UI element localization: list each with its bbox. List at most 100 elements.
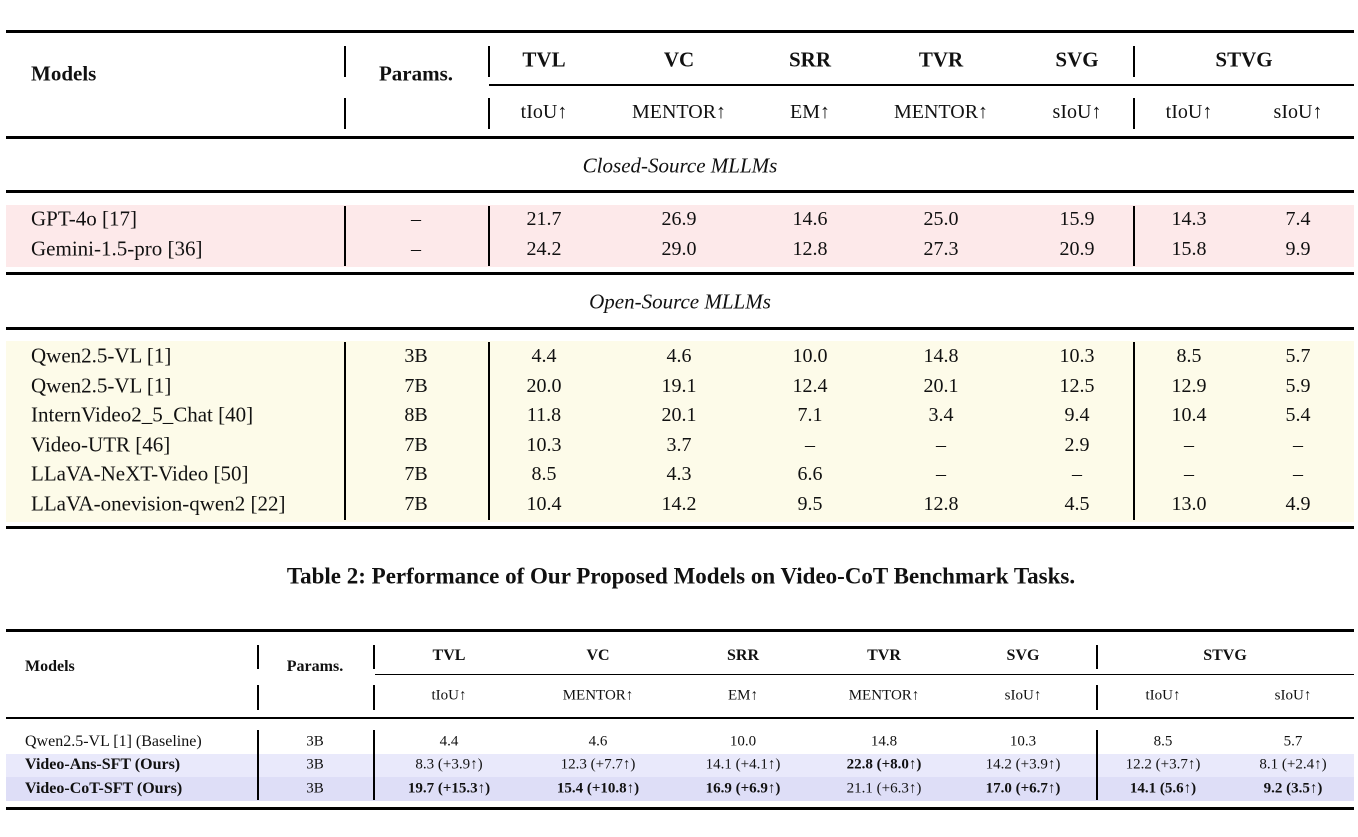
score-cell: 20.1 xyxy=(923,374,959,397)
column-divider xyxy=(373,685,375,710)
score-cell: 12.2 (+3.7↑) xyxy=(1125,756,1201,773)
params-cell: – xyxy=(411,237,421,260)
model-name-cell: Video-Ans-SFT (Ours) xyxy=(25,756,181,773)
score-cell: – xyxy=(936,463,946,485)
score-cell: 15.4 (+10.8↑) xyxy=(556,780,640,797)
score-cell: 11.8 xyxy=(526,404,562,426)
header-task-srr: SRR xyxy=(726,647,760,664)
column-divider xyxy=(1133,206,1135,266)
model-name-cell: Video-UTR [46] xyxy=(31,432,171,456)
score-cell: 15.9 xyxy=(1059,208,1095,230)
bottom-rule xyxy=(6,807,1354,810)
score-cell: 10.4 xyxy=(526,492,562,515)
top-rule xyxy=(6,30,1354,33)
header-task-tvl: TVL xyxy=(522,47,566,72)
score-cell: 14.1 (5.6↑) xyxy=(1129,780,1197,797)
params-cell: 3B xyxy=(404,345,428,367)
ours-highlight-band xyxy=(6,777,1354,801)
header-metric: EM↑ xyxy=(728,687,758,704)
column-divider xyxy=(1096,685,1098,710)
column-divider xyxy=(488,98,490,129)
score-cell: 29.0 xyxy=(661,237,697,260)
score-cell: 3.4 xyxy=(928,404,954,426)
column-divider xyxy=(1096,645,1098,669)
score-cell: 14.2 xyxy=(661,492,697,515)
section-rule xyxy=(6,327,1354,330)
column-divider xyxy=(1133,98,1135,129)
score-cell: 19.7 (+15.3↑) xyxy=(407,780,491,797)
section-rule xyxy=(6,190,1354,193)
model-name-cell: Gemini-1.5-pro [36] xyxy=(31,236,203,260)
header-bottom-rule xyxy=(6,717,1354,719)
section-rule xyxy=(6,272,1354,275)
score-cell: 12.8 xyxy=(923,492,959,515)
header-metric: sIoU↑ xyxy=(1273,101,1323,123)
score-cell: 8.5 xyxy=(1176,345,1202,367)
score-cell: 10.0 xyxy=(792,345,828,367)
section-title-open-source: Open-Source MLLMs xyxy=(589,289,771,314)
score-cell: 17.0 (+6.7↑) xyxy=(985,780,1061,797)
header-models: Models xyxy=(31,61,97,86)
header-metric: MENTOR↑ xyxy=(848,687,920,704)
open-source-band xyxy=(6,341,1354,522)
closed-source-band xyxy=(6,205,1354,267)
score-cell: 5.4 xyxy=(1285,404,1311,426)
header-task-vc: VC xyxy=(586,647,610,664)
section-title-closed-source: Closed-Source MLLMs xyxy=(582,153,778,178)
header-task-stvg: STVG xyxy=(1215,47,1273,72)
score-cell: 4.6 xyxy=(666,345,692,367)
score-cell: 13.0 xyxy=(1171,492,1207,515)
score-cell: 10.0 xyxy=(729,733,757,750)
header-metric: sIoU↑ xyxy=(1274,687,1312,704)
score-cell: 3.7 xyxy=(666,433,692,456)
score-cell: 21.7 xyxy=(526,208,562,230)
column-divider xyxy=(373,645,375,669)
score-cell: 27.3 xyxy=(923,237,959,260)
score-cell: 4.3 xyxy=(666,463,692,485)
column-divider xyxy=(373,730,375,800)
score-cell: 20.1 xyxy=(661,404,697,426)
score-cell: 5.9 xyxy=(1285,374,1311,397)
score-cell: – xyxy=(1184,433,1194,456)
score-cell: 8.5 xyxy=(1153,733,1173,750)
params-cell: 7B xyxy=(404,374,428,397)
header-metric: MENTOR↑ xyxy=(631,101,727,123)
header-task-srr: SRR xyxy=(788,47,832,72)
score-cell: 10.3 xyxy=(1009,733,1037,750)
score-cell: 14.6 xyxy=(792,208,828,230)
header-midrule xyxy=(489,84,1354,86)
score-cell: – xyxy=(1293,433,1303,456)
params-cell: 7B xyxy=(404,492,428,515)
score-cell: 20.9 xyxy=(1059,237,1095,260)
params-cell: 8B xyxy=(404,404,428,426)
score-cell: 9.4 xyxy=(1064,404,1090,426)
score-cell: 15.8 xyxy=(1171,237,1207,260)
header-bottom-rule xyxy=(6,136,1354,139)
score-cell: 22.8 (+8.0↑) xyxy=(846,756,922,773)
score-cell: 8.5 xyxy=(531,463,557,485)
header-task-tvr: TVR xyxy=(918,47,964,72)
column-divider xyxy=(488,46,490,77)
score-cell: – xyxy=(805,433,815,456)
ours-highlight-band xyxy=(6,754,1354,777)
score-cell: 10.3 xyxy=(526,433,562,456)
header-task-svg: SVG xyxy=(1055,47,1099,72)
score-cell: 10.3 xyxy=(1059,345,1095,367)
score-cell: 24.2 xyxy=(526,237,562,260)
score-cell: 14.8 xyxy=(923,345,959,367)
score-cell: 14.8 xyxy=(870,733,898,750)
column-divider xyxy=(344,206,346,266)
model-name-cell: Video-CoT-SFT (Ours) xyxy=(25,780,183,797)
score-cell: 4.4 xyxy=(531,345,557,367)
model-name-cell: Qwen2.5-VL [1] xyxy=(31,373,172,397)
column-divider xyxy=(257,685,259,710)
column-divider xyxy=(488,206,490,266)
header-task-tvl: TVL xyxy=(432,647,466,664)
score-cell: 10.4 xyxy=(1171,404,1207,426)
header-metric: tIoU↑ xyxy=(1165,101,1213,123)
header-metric: MENTOR↑ xyxy=(893,101,989,123)
score-cell: 21.1 (+6.3↑) xyxy=(846,780,922,797)
score-cell: 25.0 xyxy=(923,208,959,230)
params-cell: 3B xyxy=(306,756,324,773)
column-divider xyxy=(1133,46,1135,77)
